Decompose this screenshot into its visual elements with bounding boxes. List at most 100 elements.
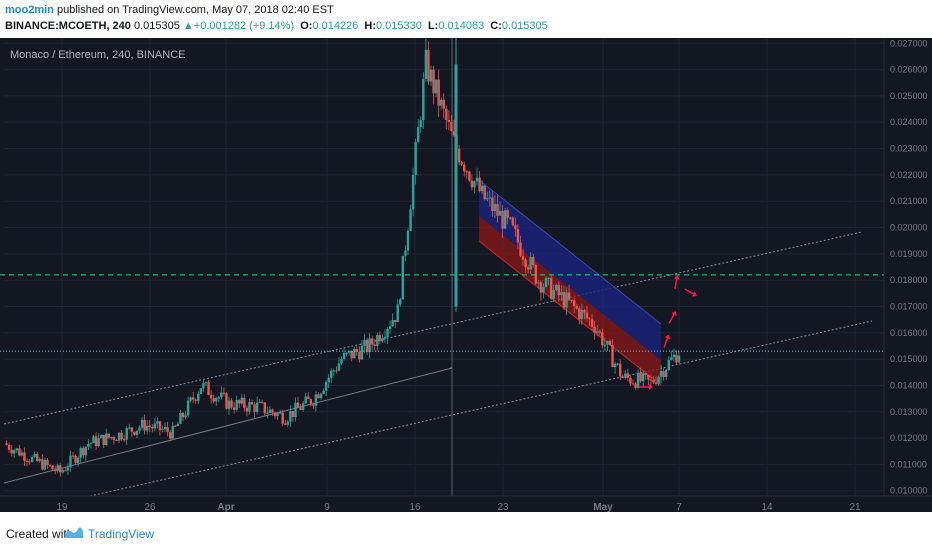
channel-upper-fill (479, 180, 661, 360)
candle-body (629, 377, 632, 384)
candle-body (168, 432, 172, 439)
candle-body (87, 443, 90, 447)
candle-body (601, 332, 604, 346)
candle-body (263, 402, 266, 414)
candle-body (429, 69, 433, 82)
candle-body (255, 402, 259, 412)
candle-body (570, 299, 573, 301)
time-axis[interactable]: 19 26 Apr 9 16 23 May 7 14 21 (0, 495, 932, 512)
candle-body (135, 430, 139, 435)
candle-body (511, 217, 515, 226)
price-axis[interactable]: 0.027000 0.026000 0.025000 0.024000 0.023000… (883, 38, 932, 512)
candle-body (555, 284, 558, 291)
candle-body (38, 459, 41, 461)
candle-body (156, 421, 159, 424)
candle-body (552, 290, 555, 299)
time-tick-label: May (593, 502, 613, 512)
candle-body (312, 404, 315, 406)
close-label: C: (490, 20, 502, 32)
candle-body (89, 443, 93, 445)
candle-body (399, 299, 402, 305)
candle-body (7, 444, 11, 450)
candle-body (440, 99, 443, 106)
candle-body (465, 171, 468, 173)
candle-body (284, 423, 287, 425)
arrow-annotations (639, 275, 697, 390)
price-tick-label: 0.015000 (890, 354, 928, 364)
candle-body (557, 284, 561, 296)
tradingview-brand-link[interactable]: TradingView (88, 527, 155, 541)
open-value: 0.014226 (312, 20, 359, 32)
candle-body (301, 403, 305, 410)
candle-body (585, 312, 589, 319)
candle-body (322, 390, 325, 394)
candle-body (10, 449, 13, 454)
last-price: 0.015305 (133, 20, 180, 32)
author-link[interactable]: moo2min (5, 4, 54, 16)
price-tick-label: 0.022000 (890, 170, 928, 180)
price-tick-label: 0.013000 (890, 407, 928, 417)
candle-body (107, 433, 111, 438)
candle-body (598, 331, 601, 333)
arrow-shaft (674, 278, 678, 290)
price-tick-label: 0.017000 (890, 301, 928, 311)
candle-body (488, 197, 491, 199)
candle-body (161, 429, 164, 431)
tradingview-logo-icon[interactable] (64, 526, 84, 540)
candle-body (130, 427, 134, 432)
chart-area[interactable]: 0.0182030.01530519:27 0.0270000.0260000.… (0, 38, 932, 512)
price-tick-label: 0.023000 (890, 144, 928, 154)
candle-body (396, 304, 399, 323)
candle-body (125, 428, 128, 440)
candle-body (271, 409, 274, 413)
descending-channel (478, 179, 662, 386)
candle-body (404, 250, 407, 256)
candle-body (105, 433, 108, 445)
candle-body (53, 469, 57, 472)
candle-body (516, 229, 520, 243)
candle-body (468, 171, 471, 181)
candle-body (5, 443, 8, 445)
candle-body (296, 402, 300, 408)
candle-body (158, 421, 162, 431)
candle-body (110, 437, 113, 439)
candle-body (608, 340, 612, 346)
candle-body (56, 465, 59, 472)
candle-body (217, 397, 220, 399)
candle-body (445, 108, 448, 121)
price-chart[interactable]: 0.0182030.01530519:27 0.0270000.0260000.… (0, 38, 932, 512)
candle-body (337, 363, 341, 371)
candle-body (166, 427, 169, 433)
time-tick-label: 26 (144, 502, 156, 512)
candle-body (215, 397, 218, 402)
candle-body (163, 427, 167, 430)
candle-body (452, 130, 456, 136)
price-tick-label: 0.012000 (890, 433, 928, 443)
candle-body (192, 397, 195, 400)
candle-body (565, 292, 568, 308)
candle-body (590, 319, 594, 327)
candle-body (179, 412, 182, 424)
candle-body (606, 340, 609, 345)
candle-body (332, 370, 336, 372)
candle-body (340, 359, 343, 364)
candle-body (665, 369, 668, 377)
candle-body (330, 370, 333, 378)
candle-body (140, 419, 144, 428)
candle-body (360, 345, 364, 360)
candle-body (289, 411, 292, 422)
candle-body (442, 99, 445, 109)
candle-body (503, 210, 507, 229)
candle-body (363, 339, 366, 346)
price-tick-label: 0.014000 (890, 380, 928, 390)
price-tick-label: 0.027000 (890, 38, 928, 48)
candle-body (253, 404, 256, 412)
candle-body (473, 181, 476, 188)
candle-body (572, 300, 576, 307)
arrow-annotation (673, 275, 680, 290)
candle-body (636, 372, 640, 388)
candle-body (258, 401, 261, 403)
price-tick-label: 0.016000 (890, 328, 928, 338)
candle-body (248, 401, 251, 412)
high-value: 0.015330 (375, 20, 422, 32)
